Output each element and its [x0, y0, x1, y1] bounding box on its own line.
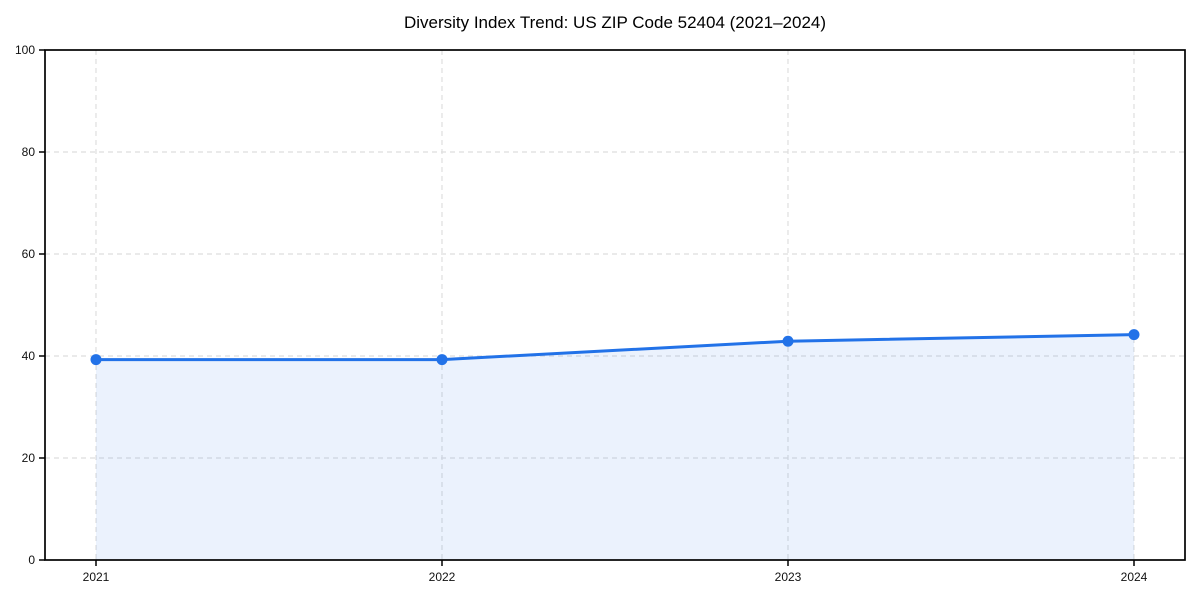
data-point-marker — [782, 335, 794, 347]
x-axis-tick-label: 2021 — [83, 570, 110, 584]
x-axis-tick-label: 2023 — [775, 570, 802, 584]
data-point-marker — [1128, 329, 1140, 341]
area-fill — [96, 334, 1134, 560]
plot-border — [44, 49, 1186, 561]
y-axis-tick-label: 60 — [22, 247, 36, 261]
chart-title: Diversity Index Trend: US ZIP Code 52404… — [403, 13, 827, 32]
y-axis-tick-label: 0 — [28, 553, 35, 567]
y-axis-tick-label: 40 — [22, 349, 36, 363]
x-axis-tick-label: 2024 — [1121, 570, 1148, 584]
data-point-marker — [436, 354, 448, 366]
y-axis-tick-label: 100 — [15, 43, 35, 57]
data-point-marker — [90, 354, 102, 366]
trend-line — [94, 333, 1136, 362]
x-axis-tick-label: 2022 — [429, 570, 456, 584]
y-axis-tick-label: 80 — [22, 145, 36, 159]
y-axis-tick-label: 20 — [22, 451, 36, 465]
